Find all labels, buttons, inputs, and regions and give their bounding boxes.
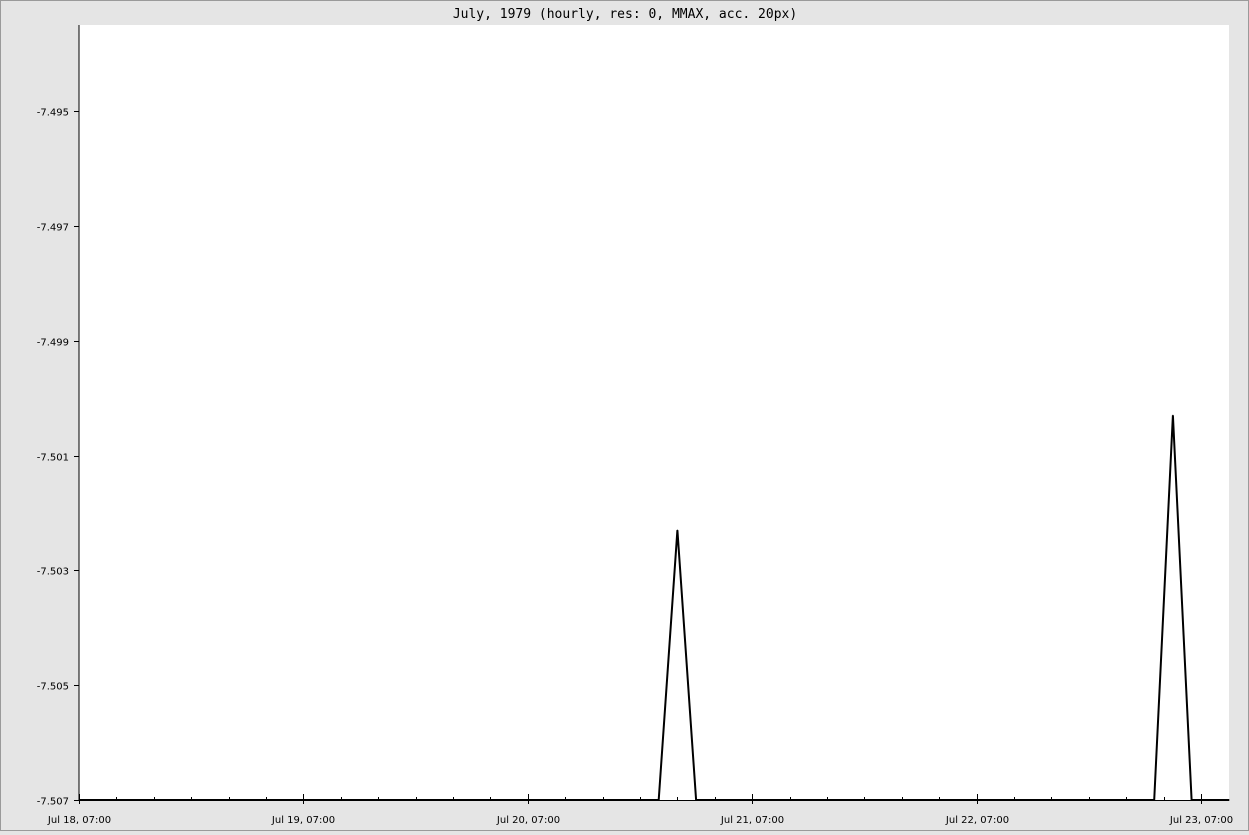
x-tick-label: Jul 19, 07:00 (271, 815, 335, 826)
data-point (1228, 799, 1229, 800)
x-tick-label: Jul 23, 07:00 (1169, 815, 1233, 826)
data-point (696, 799, 697, 800)
data-point (1191, 799, 1192, 800)
data-point (78, 799, 79, 800)
y-tick-label: -7.501 (37, 453, 69, 464)
y-tick-label: -7.507 (37, 797, 69, 808)
y-tick-label: -7.505 (37, 682, 69, 693)
data-point (658, 799, 659, 800)
data-point (1154, 799, 1155, 800)
x-tick-label: Jul 21, 07:00 (720, 815, 784, 826)
x-tick-label: Jul 20, 07:00 (496, 815, 560, 826)
y-tick-label: -7.497 (37, 223, 69, 234)
chart-title: July, 1979 (hourly, res: 0, MMAX, acc. 2… (453, 7, 797, 22)
y-tick-label: -7.499 (37, 338, 69, 349)
y-tick-label: -7.495 (37, 108, 69, 119)
x-tick-label: Jul 18, 07:00 (47, 815, 111, 826)
x-tick-label: Jul 22, 07:00 (945, 815, 1009, 826)
y-tick-label: -7.503 (37, 567, 69, 578)
plot-area (79, 25, 1229, 800)
data-point (1172, 415, 1173, 416)
data-point (677, 530, 678, 531)
